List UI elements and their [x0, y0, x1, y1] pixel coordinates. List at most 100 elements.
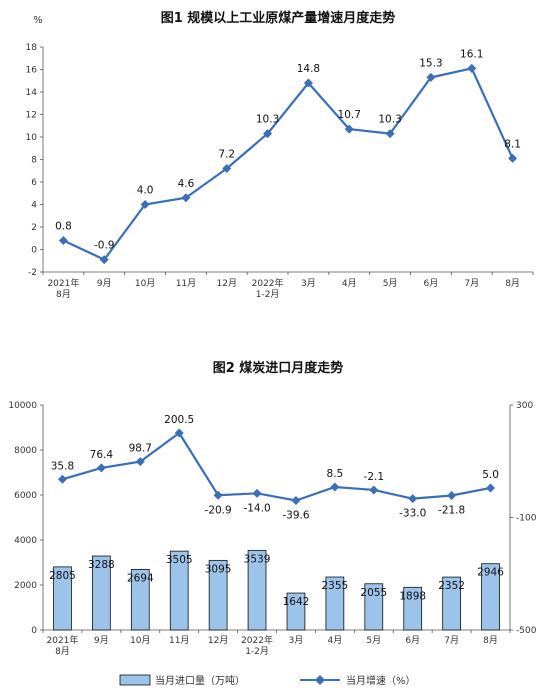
- chart-1-y-tick-label: 2: [31, 223, 37, 233]
- chart-2-y-right-tick-label: 300: [516, 401, 533, 411]
- chart-2-bar: [286, 592, 306, 631]
- chart-1-point: [426, 72, 436, 82]
- chart-2-point: [369, 485, 379, 495]
- chart-2-axes: [40, 404, 513, 633]
- chart-2-point: [447, 491, 457, 501]
- chart-2-bar-label: 2694: [127, 572, 154, 584]
- chart-2-point: [330, 482, 340, 492]
- chart-2-y-left-tick-label: 2000: [14, 581, 37, 591]
- chart-2-x-tick-label: 1-2月: [245, 646, 269, 657]
- chart-2-bar: [325, 576, 345, 631]
- chart-1-y-tick-label: 0: [31, 246, 37, 256]
- chart-1-data-label: 10.3: [378, 114, 401, 126]
- chart-1-point: [303, 78, 313, 88]
- chart-2-bar-label: 3095: [205, 563, 232, 575]
- chart-2-x-tick-label: 11月: [169, 635, 189, 646]
- chart-1-x-tick-label: 3月: [301, 278, 316, 289]
- chart-1-x-tick-label: 8月: [56, 289, 71, 300]
- chart-2-line-label: -14.0: [243, 502, 270, 514]
- chart-1-x-tick-label: 12月: [217, 278, 237, 289]
- chart-1-y-tick-label: 6: [31, 178, 37, 188]
- chart-1-point: [181, 193, 191, 203]
- chart-2-bar: [247, 549, 267, 631]
- chart-2-y-left-tick-label: 10000: [8, 401, 37, 411]
- chart-2-bar-label: 1642: [283, 596, 310, 608]
- chart-1-data-label: 7.2: [218, 149, 235, 161]
- chart-1-point: [140, 200, 150, 209]
- chart-2-line-label: -20.9: [205, 504, 232, 516]
- chart-2-x-tick-label: 12月: [208, 635, 228, 646]
- chart-2-point: [57, 474, 67, 484]
- chart-1-x-tick-label: 9月: [97, 278, 112, 289]
- chart-1-x-tick-label: 4月: [342, 278, 357, 289]
- chart-2-bar: [442, 576, 461, 631]
- chart-2-line-label: 200.5: [164, 414, 194, 426]
- chart-2-point: [96, 463, 106, 473]
- chart-2-bar-label: 3505: [166, 554, 193, 566]
- chart-1-y-tick-label: 4: [31, 201, 37, 211]
- chart-2-x-tick-label: 5月: [366, 635, 381, 646]
- chart-2-line: [62, 431, 491, 502]
- chart-1-data-label: -0.9: [94, 240, 115, 252]
- chart-2-line-labels: 35.8 76.4 98.7 200.5 -20.9 -14.0 -39.6 8.5 -2.1 -…: [51, 414, 499, 522]
- chart-1-data-label: 14.8: [297, 63, 320, 75]
- chart-2-bar-label: 3288: [88, 559, 115, 571]
- chart-1-point: [99, 255, 109, 265]
- chart-2-bar-label: 1898: [399, 590, 426, 602]
- chart-1-point: [222, 164, 232, 173]
- chart-1-point: [467, 63, 477, 73]
- chart-2-point: [486, 483, 496, 493]
- legend-line-label: 当月增速（%）: [346, 674, 416, 687]
- chart-2-y-left-tick-label: 8000: [14, 446, 37, 456]
- chart-1: 图1 规模以上工业原煤产量增速月度走势 % 18 16 14 12 10 8 6 4 2 0 -2 2…: [26, 10, 534, 300]
- chart-1-data-label: 15.3: [419, 57, 442, 69]
- chart-1-points: [58, 63, 518, 265]
- chart-1-unit: %: [33, 15, 43, 26]
- chart-2-bar-label: 2055: [360, 587, 387, 599]
- chart-2-y-left-tick-label: 4000: [14, 536, 37, 546]
- chart-1-data-label: 4.6: [178, 178, 195, 190]
- legend-bar-label: 当月进口量（万吨）: [155, 674, 245, 687]
- chart-2-x-tick-label: 6月: [405, 635, 420, 646]
- chart-2-bar-label: 2946: [477, 567, 504, 579]
- chart-1-point: [385, 129, 395, 139]
- chart-2-y-left-tick-label: 0: [31, 626, 37, 636]
- chart-1-x-tick-label: 7月: [464, 278, 479, 289]
- chart-1-point: [508, 153, 518, 163]
- chart-2-x-tick-label: 8月: [55, 646, 70, 657]
- chart-2-line-label: 98.7: [129, 443, 152, 455]
- chart-2-line-label: -21.8: [438, 505, 465, 517]
- chart-2-x-tick-label: 9月: [94, 635, 109, 646]
- chart-2-line-label: 35.8: [51, 460, 74, 472]
- chart-2-line-label: -33.0: [399, 508, 426, 520]
- chart-2-line-label: 5.0: [482, 469, 499, 481]
- chart-2-bar-label: 3539: [244, 553, 271, 565]
- chart-2-bar: [169, 550, 189, 631]
- chart-2-point: [174, 428, 184, 438]
- chart-1-data-label: 8.1: [504, 138, 521, 150]
- chart-2-y-right-tick-label: -100: [516, 514, 537, 524]
- chart-2-x-tick-label: 7月: [444, 635, 459, 646]
- chart-2-y-right-tick-label: -500: [516, 626, 537, 636]
- chart-2-line-label: 8.5: [327, 468, 344, 480]
- chart-2-line-label: -39.6: [282, 510, 309, 522]
- chart-2-title: 图2 煤炭进口月度走势: [213, 360, 344, 376]
- chart-1-x-tick-label: 8月: [505, 278, 520, 289]
- chart-2-bar: [208, 559, 228, 631]
- chart-1-series-line: [62, 67, 514, 262]
- chart-1-x-tick-label: 6月: [424, 278, 439, 289]
- chart-2-y-left-tick-label: 6000: [14, 491, 37, 501]
- chart-2-x-tick-label: 2021年: [47, 634, 79, 646]
- chart-1-y-tick-label: 8: [31, 156, 37, 166]
- chart-2: 图2 煤炭进口月度走势 10000 8000 6000 4000 2000 0 300 -10…: [8, 360, 536, 687]
- chart-2-bar: [481, 563, 500, 631]
- chart-2-point: [213, 490, 223, 500]
- chart-2-bar-label: 2805: [49, 570, 76, 582]
- chart-2-points: [57, 428, 496, 506]
- chart-2-series-line: [62, 431, 491, 502]
- chart-2-bar-labels: 2805 3288 2694 3505 3095 3539 1642 2355 2055 1898…: [49, 553, 504, 608]
- chart-1-y-tick-label: 14: [26, 88, 38, 98]
- chart-2-x-tick-label: 2022年: [241, 634, 273, 646]
